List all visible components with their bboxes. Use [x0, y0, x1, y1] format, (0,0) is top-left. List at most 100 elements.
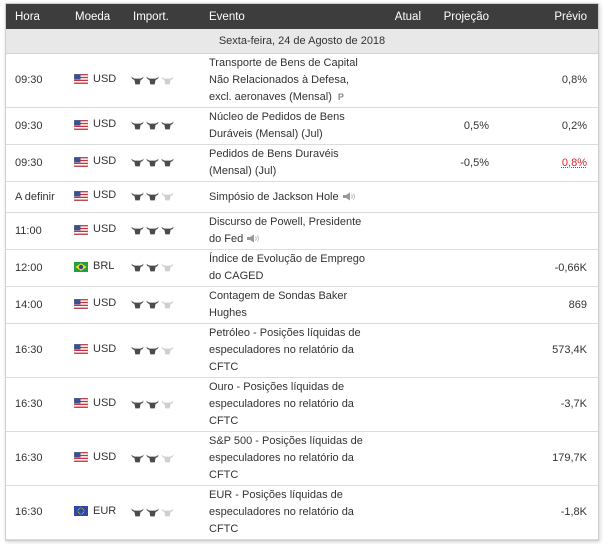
- event-text[interactable]: Contagem de Sondas Baker: [209, 290, 348, 302]
- table-row[interactable]: 16:30 USD Petróleo - Posições líquidas de e…: [6, 323, 598, 378]
- currency-cell: USD: [72, 212, 131, 250]
- previous-value: 179,7K: [552, 452, 587, 464]
- bull-importance-icon: [161, 400, 174, 408]
- event-text[interactable]: excl. aeronaves (Mensal): [209, 91, 332, 103]
- bull-importance-icon: [131, 300, 144, 309]
- previous-cell: -0,66K: [493, 249, 598, 287]
- actual-cell: [383, 212, 425, 250]
- header-importance[interactable]: Import.: [131, 4, 209, 29]
- currency-cell: USD: [72, 181, 131, 213]
- table-row[interactable]: 14:00 USD Contagem de Sondas Baker Hughes 86…: [6, 286, 598, 324]
- forecast-cell: [425, 323, 493, 378]
- bull-importance-icon: [146, 158, 159, 167]
- forecast-cell: [425, 249, 493, 287]
- event-text[interactable]: Transporte de Bens de Capital: [209, 57, 358, 69]
- importance-cell: [131, 485, 209, 540]
- event-cell[interactable]: Contagem de Sondas Baker Hughes: [209, 286, 383, 324]
- currency-code: BRL: [93, 260, 115, 273]
- event-cell[interactable]: Discurso de Powell, Presidente do Fed: [209, 212, 383, 250]
- currency-cell: USD: [72, 323, 131, 378]
- importance-cell: [131, 53, 209, 108]
- header-currency[interactable]: Moeda: [72, 4, 131, 29]
- header-forecast[interactable]: Projeção: [425, 4, 493, 29]
- table-row[interactable]: 09:30 USD Transporte de Bens de Capital Não…: [6, 53, 598, 108]
- event-text[interactable]: Hughes: [209, 307, 247, 319]
- bull-importance-icon: [146, 192, 159, 201]
- currency-code: USD: [93, 450, 117, 463]
- event-cell[interactable]: Pedidos de Bens Duravéis (Mensal) (Jul): [209, 144, 383, 182]
- bull-importance-icon: [161, 76, 174, 84]
- event-text[interactable]: Não Relacionados à Defesa,: [209, 74, 350, 86]
- bull-importance-icon: [161, 226, 174, 235]
- actual-cell: [383, 249, 425, 287]
- table-row[interactable]: 11:00 USD Discurso de Powell, Presidente do…: [6, 212, 598, 250]
- time-cell: 16:30: [6, 431, 72, 486]
- event-text[interactable]: Índice de Evolução de Emprego: [209, 253, 365, 265]
- event-cell[interactable]: Índice de Evolução de Emprego do CAGED: [209, 249, 383, 287]
- header-time[interactable]: Hora: [6, 4, 72, 29]
- event-text[interactable]: Pedidos de Bens Duravéis: [209, 148, 339, 160]
- event-text[interactable]: do Fed: [209, 233, 244, 245]
- previous-cell: 179,7K: [493, 431, 598, 486]
- header-previous[interactable]: Prévio: [493, 4, 598, 29]
- bull-importance-icon: [146, 346, 159, 354]
- importance-cell: [131, 144, 209, 182]
- header-actual[interactable]: Atual: [383, 4, 425, 29]
- bull-importance-icon: [131, 346, 144, 354]
- event-text[interactable]: especuladores no relatório da: [209, 506, 354, 518]
- event-text[interactable]: Duráveis (Mensal) (Jul): [209, 128, 323, 140]
- importance-cell: [131, 249, 209, 287]
- table-row[interactable]: 16:30 USD S&P 500 - Posições líquidas de es…: [6, 431, 598, 486]
- event-text[interactable]: CFTC: [209, 469, 239, 481]
- bull-importance-icon: [131, 192, 144, 201]
- us-flag-icon: [74, 119, 88, 130]
- time-cell: 16:30: [6, 485, 72, 540]
- event-text[interactable]: CFTC: [209, 361, 239, 373]
- event-cell[interactable]: Simpósio de Jackson Hole: [209, 181, 383, 213]
- event-text[interactable]: EUR - Posições líquidas de: [209, 489, 343, 501]
- bull-importance-icon: [161, 158, 174, 167]
- event-text[interactable]: Simpósio de Jackson Hole: [209, 190, 339, 203]
- event-text[interactable]: (Mensal) (Jul): [209, 165, 277, 177]
- previous-value: -1,8K: [560, 506, 587, 518]
- table-row[interactable]: 12:00 BRL Índice de Evolução de Emprego do …: [6, 249, 598, 287]
- event-cell[interactable]: EUR - Posições líquidas de especuladores …: [209, 485, 383, 540]
- event-text[interactable]: do CAGED: [209, 270, 264, 282]
- event-cell[interactable]: Núcleo de Pedidos de Bens Duráveis (Mensa…: [209, 107, 383, 145]
- currency-code: USD: [93, 155, 117, 168]
- event-text[interactable]: especuladores no relatório da: [209, 344, 354, 356]
- event-text[interactable]: especuladores no relatório da: [209, 398, 354, 410]
- previous-cell: 0,8%: [493, 144, 598, 182]
- header-event[interactable]: Evento: [209, 4, 383, 29]
- currency-code: EUR: [93, 504, 117, 517]
- event-cell[interactable]: S&P 500 - Posições líquidas de especulado…: [209, 431, 383, 486]
- event-text[interactable]: Petróleo - Posições líquidas de: [209, 327, 361, 339]
- event-text[interactable]: Núcleo de Pedidos de Bens: [209, 111, 345, 123]
- event-text[interactable]: S&P 500 - Posições líquidas de: [209, 435, 363, 447]
- actual-cell: [383, 286, 425, 324]
- us-flag-icon: [74, 298, 88, 309]
- event-cell[interactable]: Transporte de Bens de Capital Não Relacio…: [209, 53, 383, 108]
- time-cell: 14:00: [6, 286, 72, 324]
- bull-importance-icon: [161, 508, 174, 516]
- event-cell[interactable]: Petróleo - Posições líquidas de especulad…: [209, 323, 383, 378]
- us-flag-icon: [74, 190, 88, 201]
- table-row[interactable]: 09:30 USD Núcleo de Pedidos de Bens Durávei…: [6, 107, 598, 145]
- event-cell[interactable]: Ouro - Posições líquidas de especuladores…: [209, 377, 383, 432]
- actual-cell: [383, 377, 425, 432]
- event-text[interactable]: CFTC: [209, 415, 239, 427]
- speech-icon[interactable]: [246, 234, 261, 243]
- event-text[interactable]: Discurso de Powell, Presidente: [209, 216, 362, 228]
- table-row[interactable]: A definir USD Simpósio de Jackson Hole: [6, 181, 598, 213]
- table-row[interactable]: 16:30 USD Ouro - Posições líquidas de espec…: [6, 377, 598, 432]
- event-text[interactable]: CFTC: [209, 523, 239, 535]
- bull-importance-icon: [146, 454, 159, 462]
- currency-cell: USD: [72, 107, 131, 145]
- bull-importance-icon: [146, 226, 159, 235]
- speech-icon[interactable]: [342, 192, 357, 201]
- table-row[interactable]: 09:30 USD Pedidos de Bens Duravéis (Mensal)…: [6, 144, 598, 182]
- table-row[interactable]: 16:30 EUR EUR - Posições líquidas de especu…: [6, 485, 598, 540]
- event-text[interactable]: especuladores no relatório da: [209, 452, 354, 464]
- preliminary-icon: P: [337, 92, 344, 102]
- event-text[interactable]: Ouro - Posições líquidas de: [209, 381, 345, 393]
